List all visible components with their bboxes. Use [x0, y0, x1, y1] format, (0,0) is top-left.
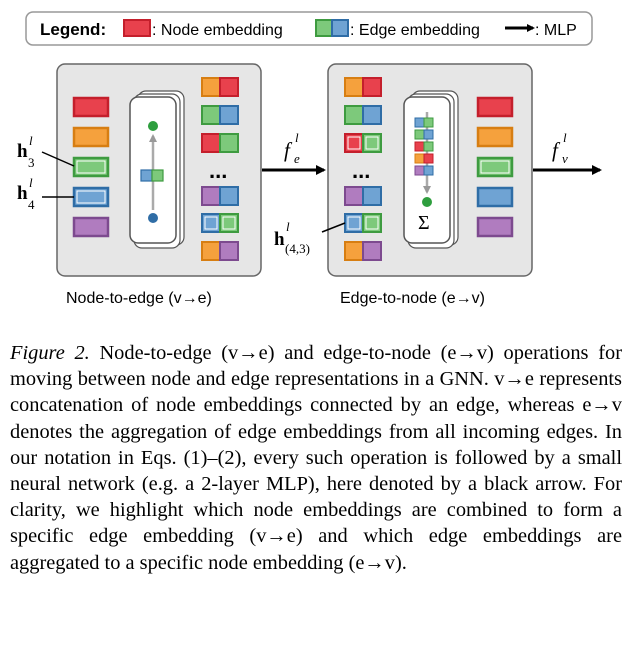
node-embedding-swatch [123, 19, 151, 37]
svg-text:h: h [17, 141, 28, 162]
figure-caption: Figure 2. Node-to-edge (v→e) and edge-to… [10, 340, 622, 576]
sum-symbol: Σ [418, 212, 430, 234]
edge-embedding-swatch [315, 19, 349, 37]
svg-text:l: l [286, 219, 290, 234]
gnn-operations-diagram: Legend: : Node embedding : Edge embeddin… [17, 11, 602, 307]
svg-text:f: f [284, 138, 293, 162]
edge-embedding-column: ... [201, 77, 239, 261]
output-node-column [476, 96, 514, 238]
h3-label: h 3 l [17, 133, 35, 170]
edge-to-node-panel: ... Σ [327, 63, 533, 307]
h43-label: h (4,3) l [274, 219, 310, 256]
aggregation-card-stack: Σ [403, 90, 459, 249]
svg-text:l: l [29, 133, 33, 148]
mlp-card-stack [129, 90, 185, 249]
h4-label: h 4 l [17, 175, 35, 212]
svg-text:e: e [294, 151, 300, 166]
fv-label: f v l [552, 130, 568, 166]
svg-text:3: 3 [28, 155, 35, 170]
svg-text:(4,3): (4,3) [285, 241, 310, 256]
caption-body: Node-to-edge (v→e) and edge-to-node (e→v… [10, 342, 622, 574]
aggregated-node-dot [422, 197, 432, 207]
target-node-dot [148, 121, 158, 131]
h43-pointer [321, 222, 346, 233]
svg-text:f: f [552, 138, 561, 162]
svg-text:v: v [562, 151, 568, 166]
ellipsis-left: ... [209, 158, 227, 183]
edge-to-node-label: Edge-to-node (e→v) [340, 290, 485, 307]
svg-text:4: 4 [28, 197, 35, 212]
svg-text:l: l [295, 130, 299, 145]
caption-label: Figure 2. [10, 342, 90, 364]
incoming-edge-column: ... [344, 77, 382, 261]
svg-text:l: l [29, 175, 33, 190]
ellipsis-right: ... [352, 158, 370, 183]
node-to-edge-panel: ... Node-to-edge (v→e) [56, 63, 262, 307]
legend: Legend: : Node embedding : Edge embeddin… [25, 11, 593, 46]
node-embedding-column [72, 96, 110, 238]
h3-pointer [41, 151, 75, 167]
node-to-edge-label: Node-to-edge (v→e) [66, 290, 212, 307]
svg-text:l: l [563, 130, 567, 145]
source-node-dot [148, 213, 158, 223]
legend-node-label: : Node embedding [152, 22, 283, 39]
svg-text:h: h [17, 183, 28, 204]
legend-edge-label: : Edge embedding [350, 22, 480, 39]
fe-label: f e l [284, 130, 300, 166]
legend-mlp-label: : MLP [535, 22, 577, 39]
legend-title: Legend: [40, 20, 106, 39]
svg-text:h: h [274, 229, 285, 250]
